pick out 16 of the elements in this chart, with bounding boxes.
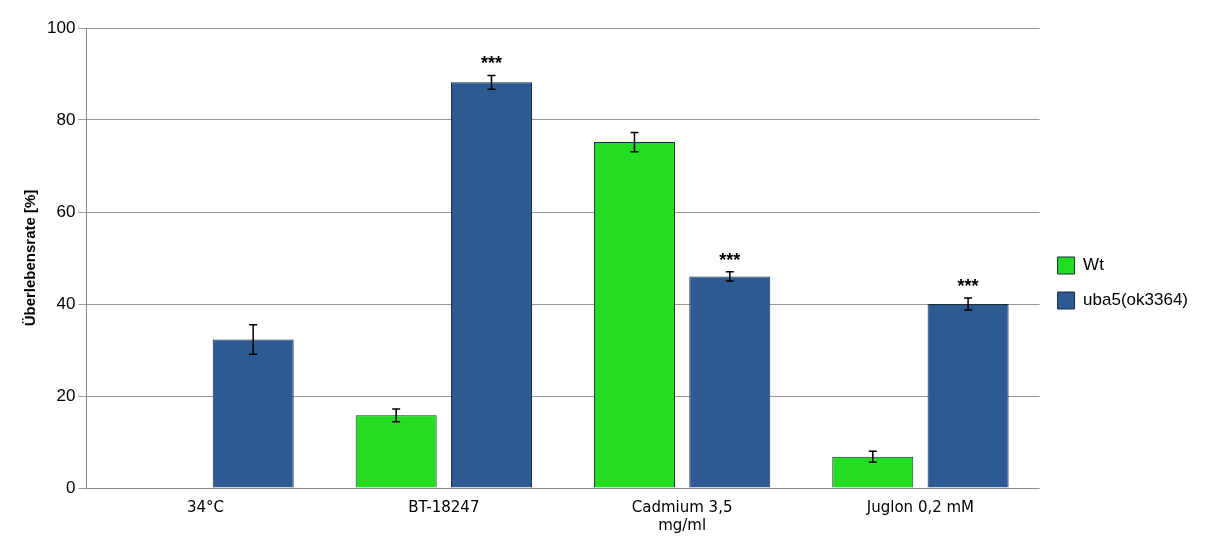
x-tick-label: BT-18247 — [408, 497, 480, 516]
legend-label: uba5(ok3364) — [1083, 290, 1189, 310]
y-tick-label: 40 — [56, 293, 76, 313]
x-tick-label: Juglon 0,2 mM — [865, 497, 975, 516]
y-tick-label: 80 — [56, 109, 76, 129]
x-tick-label: 34°C — [186, 497, 225, 516]
y-tick-label: 100 — [46, 17, 76, 37]
legend-label: Wt — [1083, 255, 1105, 275]
y-tick-label: 0 — [65, 477, 76, 497]
annotation: *** — [719, 249, 741, 270]
y-axis-title: Überlebensrate [%] — [21, 189, 39, 327]
annotation: *** — [957, 275, 979, 296]
x-tick-label: Cadmium 3,5 mg/ml — [631, 497, 733, 534]
y-tick-label: 60 — [56, 201, 76, 221]
y-tick-label: 20 — [56, 385, 76, 405]
annotation: *** — [480, 53, 502, 74]
